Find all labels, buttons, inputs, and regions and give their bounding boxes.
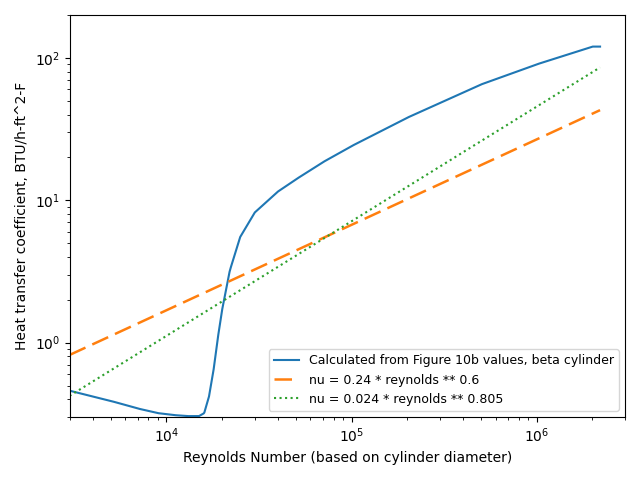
nu = 0.024 * reynolds ** 0.805: [66, 393, 74, 399]
Legend: Calculated from Figure 10b values, beta cylinder, nu = 0.24 * reynolds ** 0.6, n: Calculated from Figure 10b values, beta …: [269, 349, 619, 411]
nu = 0.024 * reynolds ** 0.805: [584, 72, 591, 78]
Calculated from Figure 10b values, beta cylinder: [374, 130, 382, 135]
Calculated from Figure 10b values, beta cylinder: [596, 44, 604, 49]
Line: nu = 0.024 * reynolds ** 0.805: nu = 0.024 * reynolds ** 0.805: [70, 67, 600, 396]
nu = 0.24 * reynolds ** 0.6: [381, 206, 389, 212]
Line: Calculated from Figure 10b values, beta cylinder: Calculated from Figure 10b values, beta …: [70, 47, 600, 416]
Line: nu = 0.24 * reynolds ** 0.6: nu = 0.24 * reynolds ** 0.6: [70, 110, 600, 355]
nu = 0.24 * reynolds ** 0.6: [66, 352, 74, 358]
Y-axis label: Heat transfer coefficient, BTU/h-ft^2-F: Heat transfer coefficient, BTU/h-ft^2-F: [15, 82, 29, 350]
Calculated from Figure 10b values, beta cylinder: [468, 85, 476, 91]
Calculated from Figure 10b values, beta cylinder: [404, 114, 412, 120]
nu = 0.24 * reynolds ** 0.6: [500, 151, 508, 157]
nu = 0.24 * reynolds ** 0.6: [317, 236, 325, 241]
nu = 0.24 * reynolds ** 0.6: [321, 234, 328, 240]
nu = 0.024 * reynolds ** 0.805: [321, 235, 328, 241]
nu = 0.024 * reynolds ** 0.805: [353, 215, 360, 221]
nu = 0.24 * reynolds ** 0.6: [596, 107, 604, 113]
nu = 0.024 * reynolds ** 0.805: [596, 64, 604, 70]
Calculated from Figure 10b values, beta cylinder: [184, 413, 191, 419]
nu = 0.24 * reynolds ** 0.6: [353, 220, 360, 226]
Calculated from Figure 10b values, beta cylinder: [589, 44, 596, 49]
X-axis label: Reynolds Number (based on cylinder diameter): Reynolds Number (based on cylinder diame…: [182, 451, 512, 465]
Calculated from Figure 10b values, beta cylinder: [66, 388, 74, 394]
Calculated from Figure 10b values, beta cylinder: [99, 396, 106, 402]
nu = 0.024 * reynolds ** 0.805: [381, 197, 389, 203]
nu = 0.024 * reynolds ** 0.805: [500, 124, 508, 130]
nu = 0.24 * reynolds ** 0.6: [584, 113, 591, 119]
Calculated from Figure 10b values, beta cylinder: [523, 65, 531, 71]
Calculated from Figure 10b values, beta cylinder: [388, 122, 396, 128]
nu = 0.024 * reynolds ** 0.805: [317, 237, 325, 243]
